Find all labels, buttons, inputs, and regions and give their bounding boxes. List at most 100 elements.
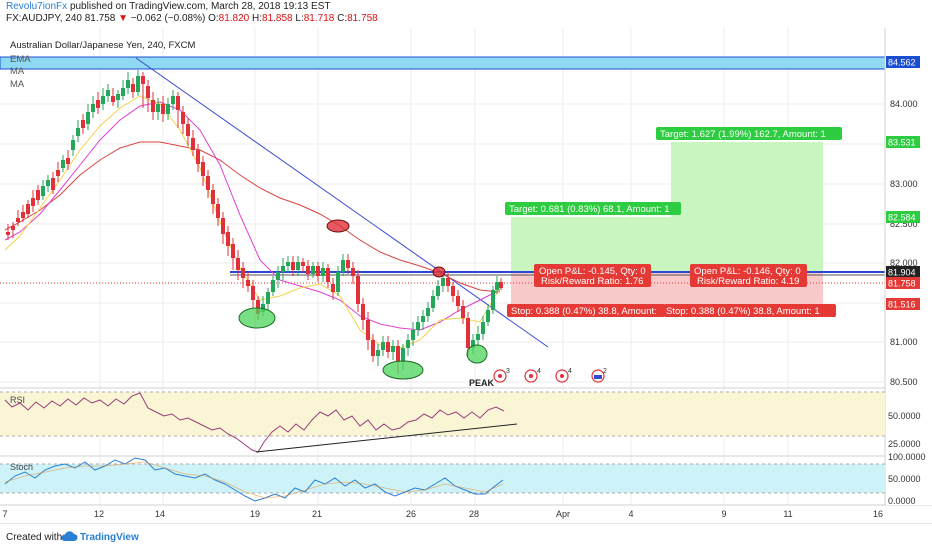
svg-text:4: 4 [568,368,572,375]
svg-text:82.584: 82.584 [888,213,916,223]
time-tick-label: 12 [94,509,104,519]
target-label-2[interactable]: Target: 1.627 (1.99%) 162.7, Amount: 1 [656,127,842,140]
price-badge: 81.904 [886,266,920,278]
candle [36,185,40,205]
candle [366,312,370,350]
candle [451,282,455,302]
rsi-line [4,392,505,453]
candle [186,118,190,146]
candle [191,130,195,156]
candlestick-series[interactable] [6,70,503,374]
candle [41,180,45,200]
candle [16,210,20,226]
time-tick-label: 14 [155,509,165,519]
event-marker-2[interactable]: 4 [524,368,541,383]
candle [76,120,80,142]
candle [61,155,65,172]
rsi-axis: 50.0000 25.0000 [888,411,921,449]
rsi-label: RSI [10,395,25,405]
candle [361,298,365,330]
svg-text:Risk/Reward Ratio: 1.76: Risk/Reward Ratio: 1.76 [541,276,643,287]
candle [271,276,275,296]
swing-low-highlight-3[interactable] [466,344,488,364]
pnl-label-2[interactable]: Open P&L: -0.146, Qty: 0 Risk/Reward Rat… [690,264,807,287]
candle [146,80,150,112]
last-price: 81.758 [84,13,116,24]
candle [236,250,240,280]
time-tick-label: 7 [2,509,7,519]
candle [499,278,503,290]
price-badge: 81.516 [886,298,920,310]
candle [131,78,135,98]
candle [66,150,70,170]
candle [311,262,315,278]
candle [306,260,310,280]
event-marker-4[interactable]: 2 [591,368,607,383]
candle [341,254,345,276]
stoch-tick-label: 0.0000 [888,496,916,506]
svg-text:Risk/Reward Ratio: 4.19: Risk/Reward Ratio: 4.19 [697,276,799,287]
candle [491,286,495,314]
descending-trendline[interactable] [135,57,549,348]
legend-ma-1[interactable]: MA [10,66,25,77]
stop-label-2[interactable]: Stop: 0.388 (0.47%) 38.8, Amount: 1 [664,304,836,317]
candle [216,198,220,226]
author-link[interactable]: Revolu7ionFx [6,1,68,12]
price-badge: 83.531 [886,136,920,148]
pnl-label-1[interactable]: Open P&L: -0.145, Qty: 0 Risk/Reward Rat… [534,264,651,287]
publish-header: Revolu7ionFx published on TradingView.co… [6,1,330,12]
close-value: 81.758 [347,13,378,24]
candle [431,290,435,312]
candle [386,336,390,358]
svg-text:Open P&L: -0.146, Qty: 0: Open P&L: -0.146, Qty: 0 [694,266,801,277]
price-change: −0.062 (−0.08%) [130,13,206,24]
candle [286,256,290,272]
time-axis[interactable]: 7 12 14 19 21 26 28 Apr 4 9 11 16 [2,509,883,519]
event-marker-3[interactable]: 4 [555,368,572,383]
rsi-divergence-line[interactable] [255,423,518,453]
stoch-k-line [4,457,504,502]
candle [371,334,375,362]
price-tick-label: 82.500 [890,219,918,229]
stoch-tick-label: 50.0000 [888,474,921,484]
change-arrow-icon: ▼ [118,13,129,24]
stop-label-1[interactable]: Stop: 0.388 (0.47%) 38.8, Amount: [507,304,665,317]
chart-canvas[interactable]: Target: 0.681 (0.83%) 68.1, Amount: 1 Ta… [0,0,932,523]
legend-ema[interactable]: EMA [10,54,31,65]
time-tick-label: 4 [628,509,633,519]
long-position-profit-zone-1[interactable] [511,217,671,272]
event-marker-1[interactable]: 3 [493,368,510,383]
swing-low-highlight-1[interactable] [238,307,276,329]
breakout-highlight[interactable] [432,266,446,278]
long-position-profit-zone-2[interactable] [671,142,823,272]
candle [406,334,410,356]
tradingview-cloud-icon [61,531,78,541]
svg-text:84.562: 84.562 [888,58,916,68]
candle [436,280,440,300]
candle [266,288,270,310]
legend-ma-2[interactable]: MA [10,79,25,90]
low-value: 81.718 [303,13,335,24]
candle [231,238,235,270]
ma-red [4,141,501,293]
candle [176,92,180,128]
candle [156,98,160,120]
candle [141,72,145,108]
target-label-1[interactable]: Target: 0.681 (0.83%) 68.1, Amount: 1 [505,202,681,215]
svg-text:Target: 0.681 (0.83%) 68.1, Am: Target: 0.681 (0.83%) 68.1, Amount: 1 [509,204,670,215]
tradingview-brand-link[interactable]: TradingView [80,532,139,543]
candle [21,205,25,222]
svg-text:4: 4 [537,368,541,375]
price-tick-label: 82.000 [890,258,918,268]
resistance-zone-top[interactable] [0,56,886,70]
time-tick-label: Apr [556,509,570,519]
candle [331,278,335,300]
candle [446,272,450,292]
symbol-label[interactable]: FX:AUDJPY, 240 [6,13,82,24]
candle [116,90,120,108]
swing-low-highlight-2[interactable] [382,360,424,380]
trendline-touch-highlight[interactable] [326,219,350,233]
candle [351,262,355,284]
candle [476,326,480,346]
candle [276,266,280,288]
